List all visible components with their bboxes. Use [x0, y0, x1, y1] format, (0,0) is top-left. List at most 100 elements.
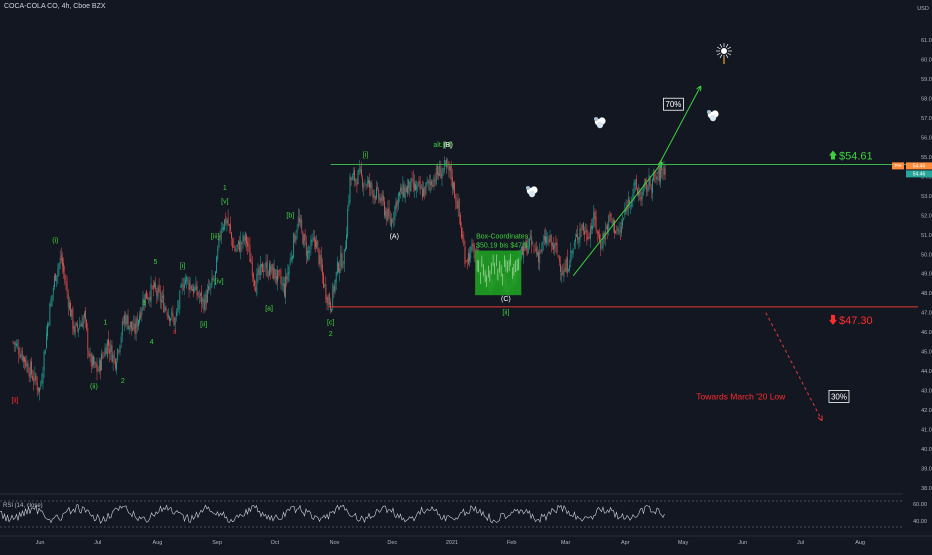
candle-body — [172, 313, 174, 317]
candle-body — [16, 343, 17, 346]
candle-body — [335, 271, 337, 283]
candle-body — [315, 239, 316, 247]
candle-body — [52, 287, 54, 294]
candle-body — [33, 378, 35, 382]
candle-body — [408, 179, 410, 189]
candle-body — [531, 236, 533, 246]
y-tick-label: 56.00 — [921, 135, 932, 141]
candle-body — [597, 231, 599, 234]
candle-body — [242, 235, 244, 243]
candle-body — [140, 312, 142, 318]
candle-body — [386, 208, 388, 221]
candle-body — [426, 182, 428, 184]
candle-body — [554, 243, 556, 248]
candle-body — [54, 275, 55, 288]
candle-body — [341, 253, 343, 269]
candle-body — [91, 356, 93, 367]
candle-body — [93, 355, 94, 365]
candle-body — [79, 324, 81, 329]
candle-body — [82, 317, 84, 329]
candle-body — [441, 172, 443, 179]
candle-body — [642, 186, 644, 195]
candle-body — [364, 183, 366, 184]
candle-body — [152, 285, 154, 290]
candle-body — [472, 242, 474, 247]
candle-body — [94, 361, 96, 364]
candle-body — [325, 283, 327, 300]
candle-body — [468, 252, 469, 265]
candle-body — [154, 282, 155, 288]
candle-body — [535, 247, 537, 253]
price-tag-pre — [906, 162, 932, 170]
candle-body — [308, 250, 309, 253]
x-tick-label: Jul — [94, 540, 101, 546]
candle-body — [332, 285, 334, 309]
candle-body — [354, 170, 355, 181]
candle-body — [522, 246, 523, 255]
candle-body — [563, 270, 565, 278]
candle-body — [358, 167, 360, 172]
candle-body — [618, 230, 620, 234]
candle-body — [62, 258, 63, 266]
candle-body — [248, 244, 250, 246]
candle-body — [369, 180, 370, 188]
candle-body — [350, 177, 352, 180]
y-tick-label: 42.00 — [921, 408, 932, 414]
y-tick-label: 38.00 — [921, 486, 932, 492]
candle-body — [71, 309, 73, 317]
candle-body — [334, 280, 336, 292]
candle-body — [663, 165, 665, 175]
candle-body — [617, 227, 619, 231]
candle-body — [593, 212, 595, 227]
candle-body — [21, 350, 23, 361]
candle-body — [548, 238, 550, 244]
candle-body — [219, 235, 221, 238]
candle-body — [49, 303, 51, 326]
candle-body — [318, 248, 320, 265]
wave-label: 4 — [150, 339, 154, 346]
candle-body — [399, 192, 400, 197]
candle-body — [524, 243, 526, 251]
candle-body — [446, 159, 447, 167]
candle-body — [227, 217, 229, 226]
y-tick-label: 48.00 — [921, 291, 932, 297]
candle-body — [224, 219, 226, 230]
candle-body — [220, 228, 222, 240]
candle-body — [295, 235, 297, 241]
candle-body — [324, 284, 326, 286]
candle-body — [182, 284, 184, 291]
candle-body — [440, 168, 442, 179]
candle-body — [231, 232, 232, 239]
candle-body — [181, 283, 183, 287]
wave-label: [iii] — [211, 234, 220, 241]
candle-body — [635, 178, 637, 190]
wave-label: [v] — [221, 199, 228, 206]
candle-body — [139, 315, 140, 323]
candle-body — [556, 242, 558, 254]
candle-body — [120, 336, 122, 344]
candle-body — [302, 231, 304, 245]
candle-body — [160, 299, 162, 303]
wave-label: [i] — [363, 152, 369, 159]
sun-ray — [725, 43, 729, 48]
candle-body — [19, 355, 21, 358]
candle-body — [564, 267, 566, 272]
candle-body — [64, 274, 66, 281]
x-tick-label: Jul — [797, 540, 804, 546]
candle-body — [557, 255, 559, 257]
candle-body — [627, 197, 629, 210]
candle-body — [568, 270, 569, 271]
candle-body — [90, 353, 92, 367]
cloud-puff — [596, 121, 604, 129]
candle-body — [453, 182, 454, 190]
candle-body — [35, 375, 37, 382]
candle-body — [591, 225, 592, 229]
candle-body — [241, 242, 243, 245]
candle-body — [159, 290, 161, 302]
candle-body — [463, 238, 465, 246]
candle-body — [419, 181, 421, 191]
candle-body — [660, 165, 661, 183]
candle-body — [273, 267, 275, 280]
candle-body — [602, 233, 604, 249]
